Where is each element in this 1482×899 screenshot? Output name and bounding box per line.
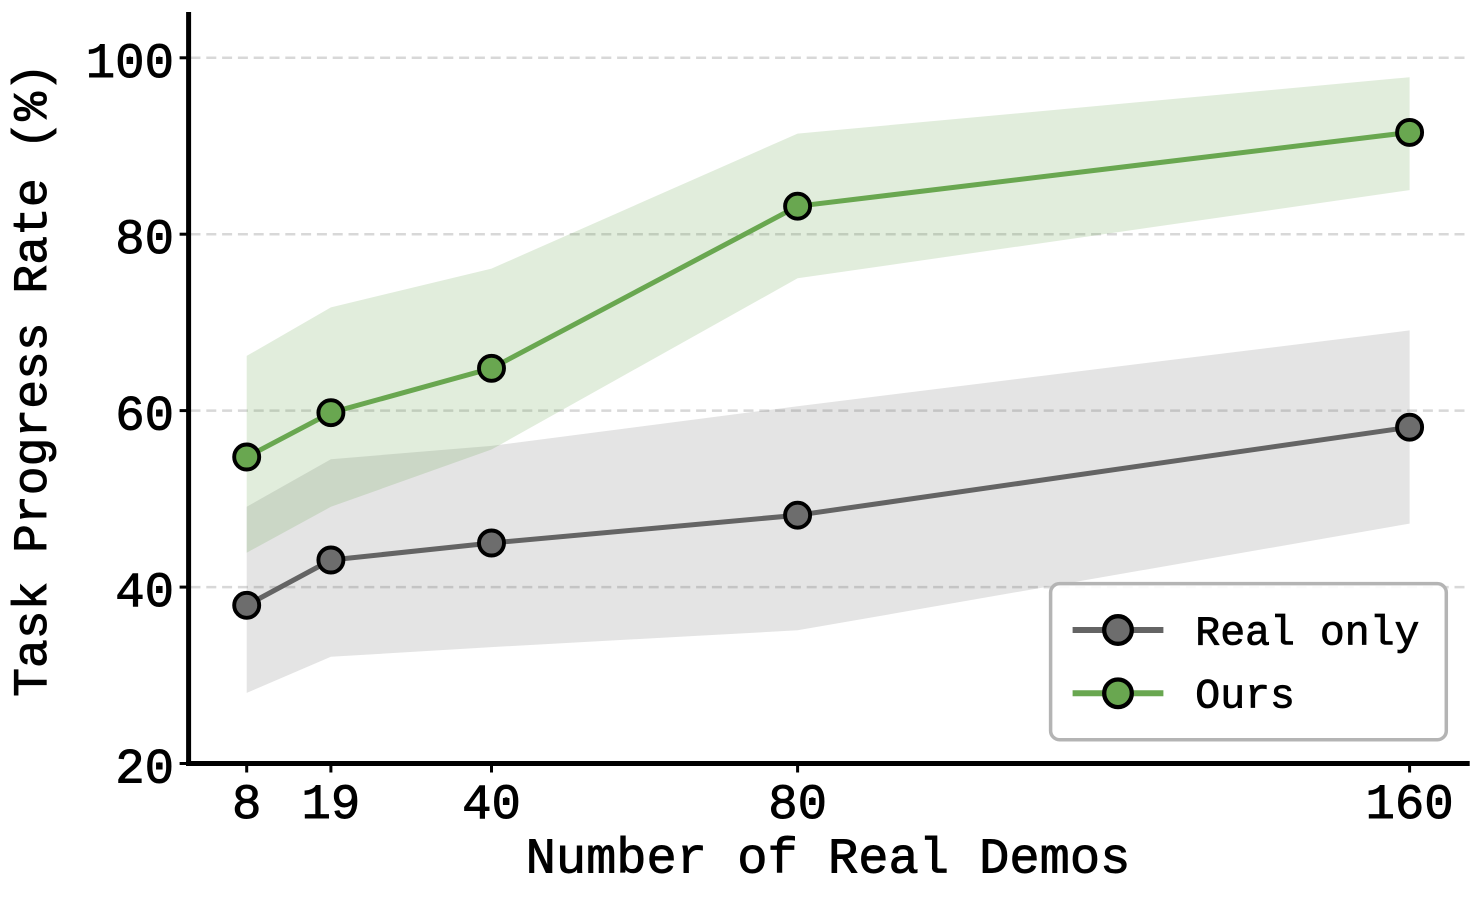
- svg-text:40: 40: [462, 777, 521, 833]
- svg-text:80: 80: [768, 777, 827, 833]
- svg-text:100: 100: [86, 36, 174, 92]
- svg-text:160: 160: [1365, 777, 1453, 833]
- svg-text:19: 19: [301, 777, 360, 833]
- svg-text:Ours: Ours: [1195, 674, 1295, 721]
- svg-text:8: 8: [232, 777, 261, 833]
- svg-text:20: 20: [115, 742, 174, 798]
- svg-text:Real only: Real only: [1195, 610, 1419, 657]
- svg-text:60: 60: [115, 389, 174, 445]
- svg-text:Task Progress Rate (%): Task Progress Rate (%): [7, 63, 61, 697]
- svg-text:Number of Real Demos: Number of Real Demos: [526, 832, 1131, 889]
- svg-text:40: 40: [115, 565, 174, 621]
- svg-text:80: 80: [115, 212, 174, 268]
